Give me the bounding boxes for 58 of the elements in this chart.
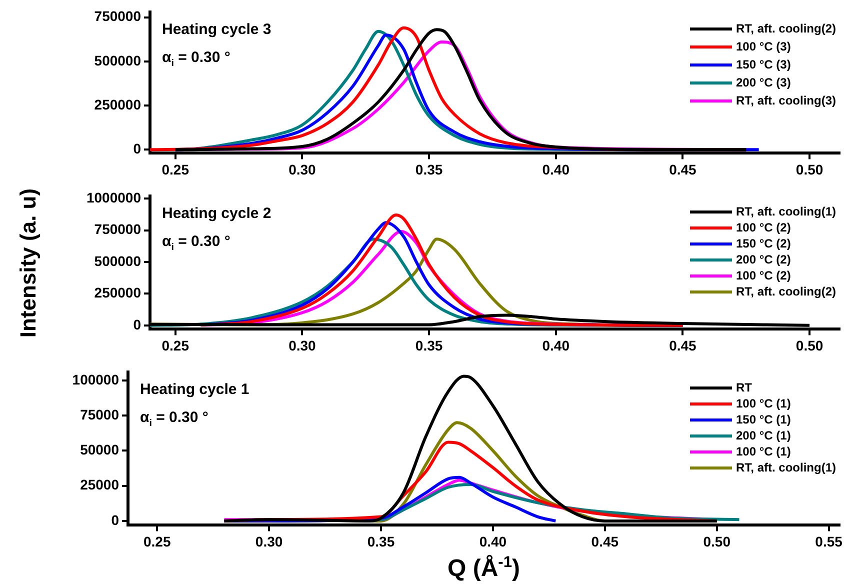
x-tick-label: 0.25 xyxy=(143,533,171,550)
y-tick-label: 0 xyxy=(133,316,142,332)
x-tick-label: 0.25 xyxy=(162,337,190,354)
legend-label: RT xyxy=(736,380,753,394)
x-tick-label: 0.40 xyxy=(479,533,507,550)
annotation: α$_{i}$ = 0.30 ° xyxy=(162,49,230,69)
annotation: α$_{i}$ = 0.30 ° xyxy=(140,409,208,429)
y-tick-label: 75000 xyxy=(80,406,120,422)
y-tick-label: 750000 xyxy=(94,221,142,238)
legend-label: 200 °C (1) xyxy=(736,428,791,442)
y-tick-label: 0 xyxy=(111,512,120,528)
x-tick-label: 0.40 xyxy=(542,337,570,354)
y-tick-label: 750000 xyxy=(94,8,142,24)
legend-label: 100 °C (2) xyxy=(736,220,791,234)
y-tick-label: 500000 xyxy=(94,52,142,68)
annotation: Heating cycle 3 xyxy=(162,21,272,38)
x-tick-label: 0.50 xyxy=(796,161,824,178)
x-tick-label: 0.35 xyxy=(415,337,443,354)
annotation: α$_{i}$ = 0.30 ° xyxy=(162,233,230,253)
x-tick-label: 0.55 xyxy=(815,533,843,550)
legend-label: 150 °C (1) xyxy=(736,412,791,426)
x-tick-label: 0.45 xyxy=(669,161,697,178)
y-tick-label: 25000 xyxy=(80,476,120,493)
legend-label: 100 °C (2) xyxy=(736,268,791,282)
x-tick-label: 0.40 xyxy=(542,161,570,178)
x-tick-label: 0.45 xyxy=(669,337,697,354)
legend-label: 100 °C (3) xyxy=(736,39,791,54)
legend-label: RT, aft. cooling(2) xyxy=(736,284,836,298)
x-tick-label: 0.25 xyxy=(162,161,190,178)
y-tick-label: 1000000 xyxy=(86,189,142,206)
legend-label: 100 °C (1) xyxy=(736,444,791,458)
x-tick-label: 0.30 xyxy=(288,337,316,354)
legend-label: RT, aft. cooling(2) xyxy=(736,21,836,36)
legend-label: 150 °C (2) xyxy=(736,236,791,250)
x-tick-label: 0.30 xyxy=(255,533,283,550)
y-tick-label: 100000 xyxy=(72,371,120,388)
legend-label: 200 °C (2) xyxy=(736,252,791,266)
x-tick-label: 0.35 xyxy=(367,533,395,550)
annotation: Heating cycle 1 xyxy=(140,381,250,398)
x-tick-label: 0.30 xyxy=(288,161,316,178)
legend-label: 200 °C (3) xyxy=(736,75,791,90)
x-axis-title: Q (Å$^{-1}$) xyxy=(448,554,520,583)
annotation: Heating cycle 2 xyxy=(162,205,272,222)
y-axis-title: Intensity (a. u) xyxy=(15,188,42,338)
y-tick-label: 250000 xyxy=(94,284,142,301)
legend-label: 100 °C (1) xyxy=(736,396,791,410)
x-tick-label: 0.50 xyxy=(796,337,824,354)
y-tick-label: 50000 xyxy=(80,442,120,458)
y-tick-label: 250000 xyxy=(94,96,142,112)
legend-label: RT, aft. cooling(1) xyxy=(736,204,836,218)
legend-label: RT, aft. cooling(1) xyxy=(736,460,836,474)
y-tick-label: 0 xyxy=(133,140,142,157)
legend-label: RT, aft. cooling(3) xyxy=(736,93,836,108)
x-tick-label: 0.50 xyxy=(703,533,731,550)
x-tick-label: 0.45 xyxy=(591,533,619,550)
legend-label: 150 °C (3) xyxy=(736,57,791,72)
x-tick-label: 0.35 xyxy=(415,161,443,178)
y-tick-label: 500000 xyxy=(94,252,142,269)
